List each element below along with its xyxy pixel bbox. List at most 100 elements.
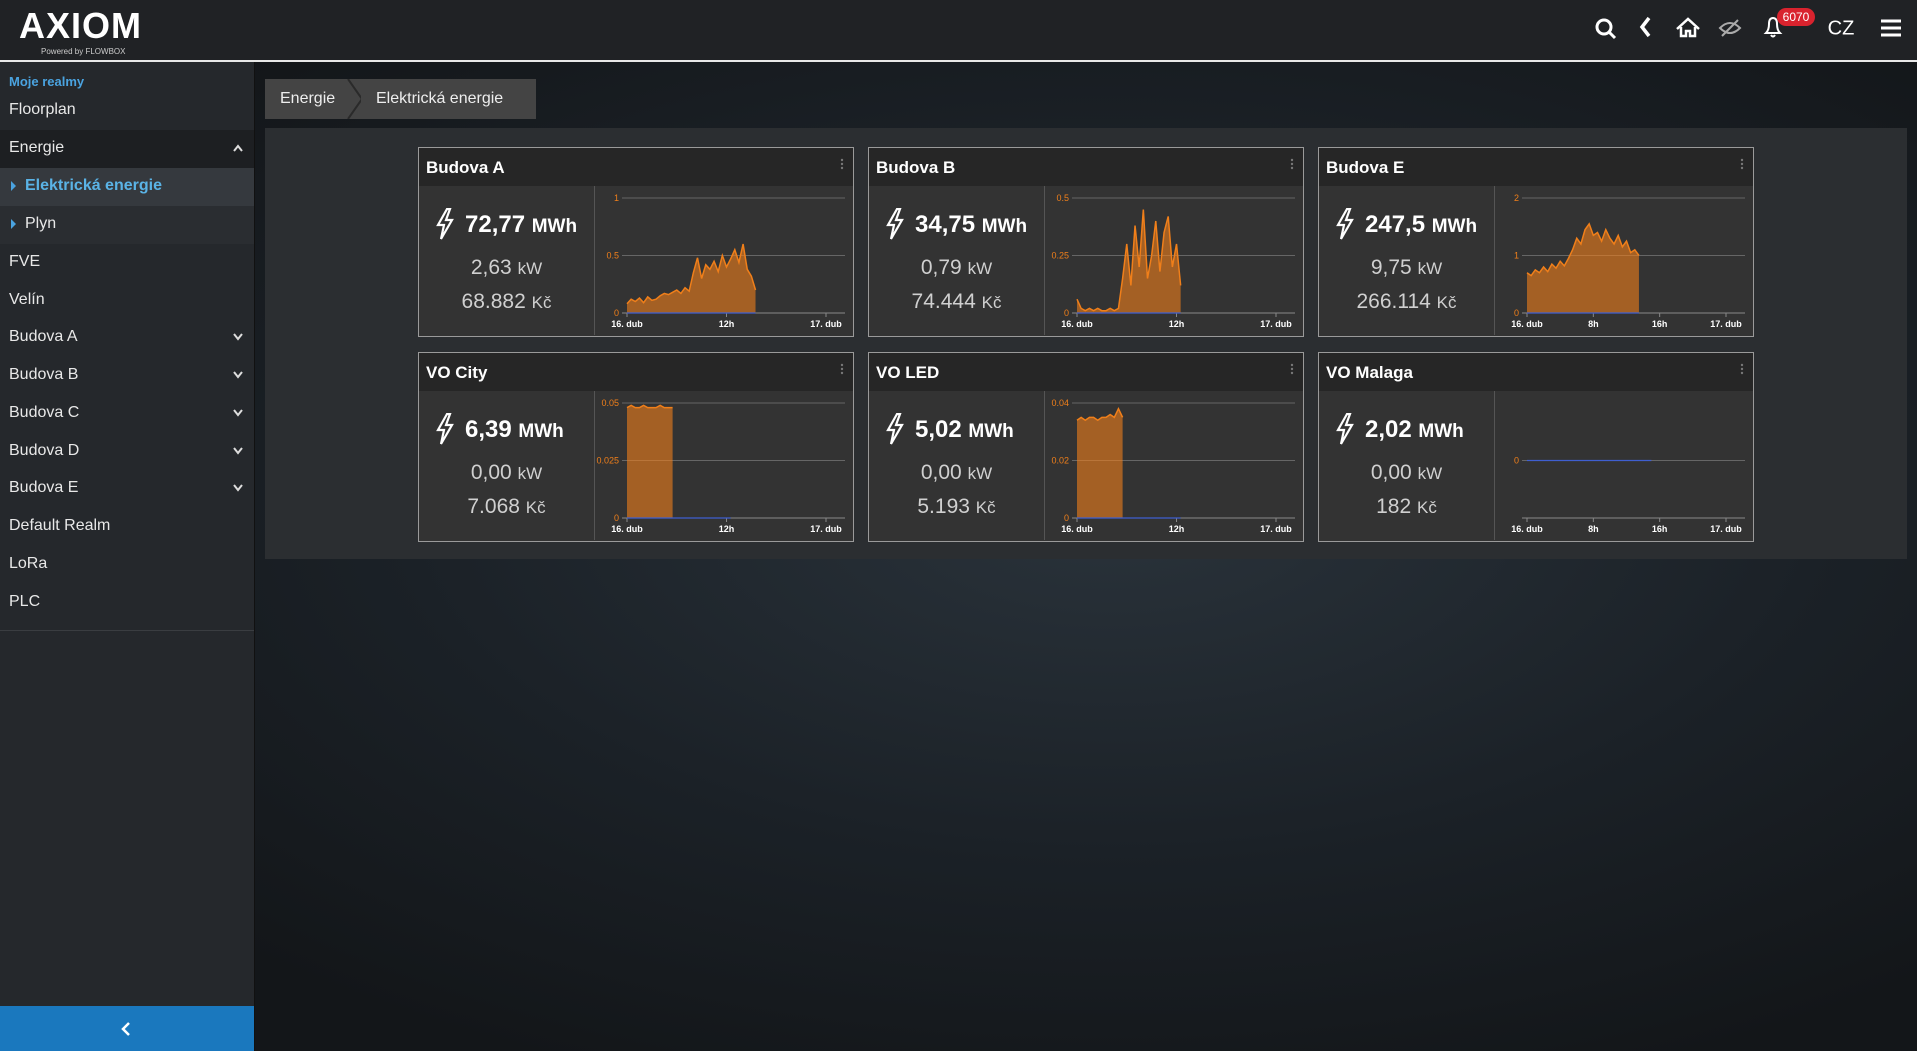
mini-chart: 0 0.02 0.04 16. dub 12h 17. dub — [1044, 391, 1295, 540]
menu-dot — [1290, 371, 1294, 375]
y-tick-label: 1 — [1514, 251, 1519, 261]
energy-total: 34,75 MWh — [915, 211, 1027, 239]
nav-item[interactable]: Budova C — [9, 404, 80, 421]
search-icon[interactable] — [1595, 18, 1617, 40]
area-line — [1076, 209, 1182, 312]
menu-dot — [1740, 162, 1744, 166]
bolt — [436, 413, 454, 445]
menu-dot — [1740, 166, 1744, 170]
logo[interactable]: AXIOM — [19, 5, 143, 46]
energy-icon — [1336, 413, 1354, 445]
nav-subitem-active[interactable]: Elektrická energie — [25, 177, 162, 194]
expand-icon[interactable] — [232, 370, 244, 380]
menu-dot — [1290, 367, 1294, 371]
card-menu[interactable] — [1739, 363, 1745, 377]
x-tick-label: 17. dub — [810, 524, 842, 534]
power-value: 2,63 — [470, 256, 512, 279]
nav-item[interactable]: Budova A — [9, 328, 78, 345]
home-icon[interactable] — [1676, 17, 1700, 38]
widget-card: VO LED 5,02 MWh 0,00 kW 5.193 Kč 0 0.02 0.04 16… — [868, 352, 1304, 542]
expand-icon[interactable] — [232, 446, 244, 456]
card-menu[interactable] — [839, 363, 845, 377]
bolt — [886, 208, 904, 240]
menu-dot — [1290, 162, 1294, 166]
menu-dot — [1290, 363, 1294, 367]
nav-subitem[interactable]: Plyn — [25, 215, 57, 232]
notifications-icon[interactable] — [1763, 16, 1783, 38]
collapse-sidebar-button[interactable] — [0, 1006, 254, 1051]
language-switch[interactable]: CZ — [1828, 17, 1855, 39]
y-tick-label: 0.04 — [1051, 398, 1069, 408]
power-stat: 0,00 kW — [419, 461, 594, 485]
card-menu[interactable] — [1289, 158, 1295, 172]
nav-item[interactable]: Budova E — [9, 479, 79, 496]
nav-item[interactable]: Default Realm — [9, 517, 111, 534]
card-header: VO LED — [869, 353, 1303, 391]
expand-icon[interactable] — [232, 332, 244, 342]
header: AXIOM Powered by FLOWBOX 6070 CZ — [0, 0, 1917, 62]
nav-item[interactable]: FVE — [9, 253, 41, 270]
nav-item[interactable]: Velín — [9, 291, 45, 308]
bolt — [436, 208, 454, 240]
power-stat: 9,75 kW — [1319, 256, 1494, 280]
back-icon[interactable] — [1639, 16, 1651, 38]
nav-item[interactable]: LoRa — [9, 555, 48, 572]
power-stat: 0,79 kW — [869, 256, 1044, 280]
x-tick-label: 16. dub — [1511, 319, 1543, 329]
y-tick-label: 0.25 — [1051, 251, 1069, 261]
nav-item[interactable]: Floorplan — [9, 101, 76, 118]
energy-value: 5,02 — [915, 416, 962, 443]
cost-value: 5.193 — [917, 495, 970, 518]
y-tick-label: 0.5 — [606, 251, 619, 261]
collapse-icon — [121, 1022, 130, 1036]
cost-stat: 182 Kč — [1319, 495, 1494, 519]
power-unit: kW — [967, 259, 993, 278]
energy-total: 5,02 MWh — [915, 416, 1014, 444]
nav-item[interactable]: PLC — [9, 593, 41, 610]
menu-dot — [840, 367, 844, 371]
y-tick-label: 0 — [1514, 456, 1519, 466]
area-line — [1076, 407, 1124, 422]
card-menu[interactable] — [1289, 363, 1295, 377]
energy-unit: MWh — [968, 421, 1014, 442]
x-tick-label: 17. dub — [1710, 319, 1742, 329]
energy-icon — [886, 208, 904, 240]
card-menu[interactable] — [1739, 158, 1745, 172]
power-value: 0,00 — [1370, 461, 1412, 484]
energy-unit: MWh — [1418, 421, 1464, 442]
menu-dot — [1740, 158, 1744, 162]
cost-stat: 74.444 Kč — [869, 290, 1044, 314]
separator — [0, 630, 254, 631]
menu-icon[interactable] — [1881, 19, 1901, 37]
area-fill — [1077, 408, 1123, 518]
menu-dot — [1740, 367, 1744, 371]
expand-icon[interactable] — [232, 483, 244, 493]
energy-unit: MWh — [531, 216, 578, 237]
menu-dot — [840, 162, 844, 166]
notification-badge[interactable] — [1777, 8, 1815, 26]
collapse-icon[interactable] — [232, 143, 244, 153]
bolt — [886, 413, 904, 445]
mini-chart: 0 1 2 16. dub 8h 16h 17. dub — [1494, 186, 1745, 335]
area-line — [626, 243, 757, 305]
energy-icon — [436, 208, 454, 240]
mini-chart: 0 0.5 1 16. dub 12h 17. dub — [594, 186, 845, 335]
cost-value: 74.444 — [911, 290, 976, 313]
nav-item[interactable]: Energie — [9, 139, 65, 156]
energy-icon — [886, 413, 904, 445]
card-menu[interactable] — [839, 158, 845, 172]
x-tick-label: 8h — [1588, 524, 1599, 534]
y-tick-label: 2 — [1514, 193, 1519, 203]
energy-value: 72,77 — [465, 211, 526, 238]
energy-total: 2,02 MWh — [1365, 416, 1464, 444]
nav-item[interactable]: Budova D — [9, 442, 80, 459]
nav-item[interactable]: Budova B — [9, 366, 79, 383]
x-tick-label: 12h — [1169, 319, 1185, 329]
breadcrumb-item[interactable]: Elektrická energie — [361, 79, 536, 119]
area-fill — [627, 244, 756, 313]
y-tick-label: 0 — [614, 308, 619, 318]
mini-chart: 0 16. dub 8h 16h 17. dub — [1494, 391, 1745, 540]
visibility-icon[interactable] — [1718, 19, 1742, 37]
expand-icon[interactable] — [232, 408, 244, 418]
